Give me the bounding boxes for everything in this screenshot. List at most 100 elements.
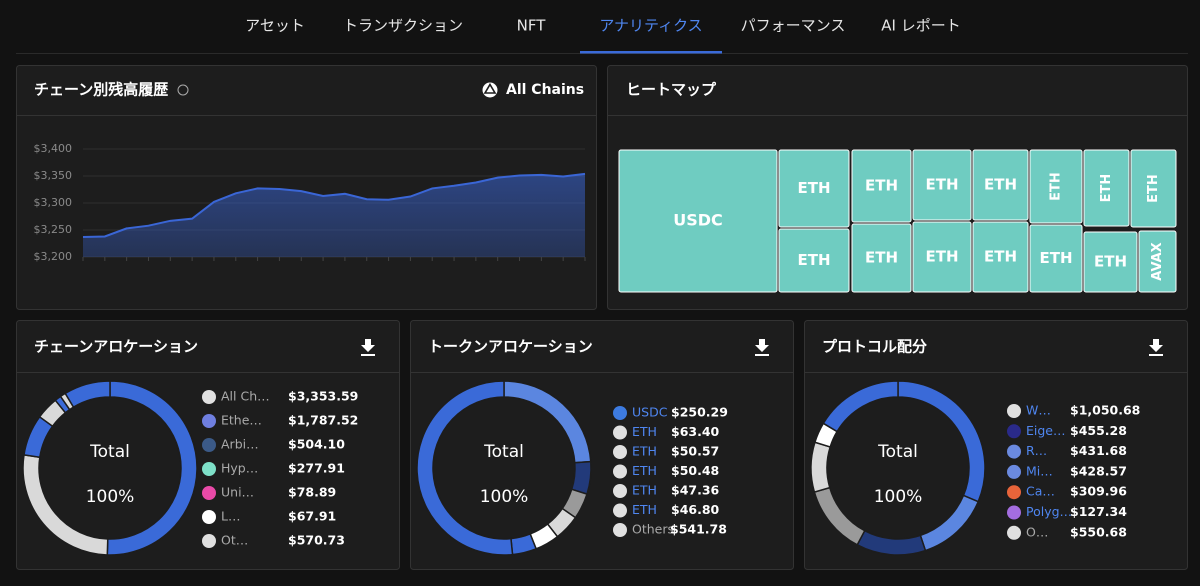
panel-title: チェーンアロケーション bbox=[34, 338, 198, 356]
panel-title: チェーン別残高履歴 bbox=[34, 81, 168, 99]
chain-icon-glyph bbox=[483, 82, 497, 94]
legend-value: $67.91 bbox=[288, 509, 336, 524]
heatmap-label: ETH bbox=[984, 248, 1017, 266]
y-tick-label: $3,400 bbox=[34, 142, 73, 155]
heatmap-cell[interactable] bbox=[912, 149, 972, 221]
legend-value: $63.40 bbox=[671, 424, 720, 439]
heatmap-cell[interactable] bbox=[1029, 224, 1083, 293]
legend-icon bbox=[202, 534, 216, 548]
legend-name[interactable]: ETH bbox=[632, 502, 657, 517]
legend-icon bbox=[202, 510, 216, 524]
heatmap-cell[interactable] bbox=[972, 149, 1029, 221]
tab[interactable]: パフォーマンス bbox=[741, 17, 846, 35]
heatmap-label: ETH bbox=[925, 176, 958, 194]
heatmap-cell[interactable] bbox=[1029, 149, 1083, 224]
heatmap-cell[interactable] bbox=[851, 223, 912, 293]
heatmap-label: ETH bbox=[1094, 253, 1127, 271]
legend-name[interactable]: Ca… bbox=[1026, 484, 1055, 499]
heatmap-cell[interactable] bbox=[1130, 149, 1177, 228]
donut-segment bbox=[570, 460, 592, 496]
download-icon[interactable] bbox=[1149, 339, 1163, 356]
legend-value: $277.91 bbox=[288, 461, 345, 476]
donut-label: Total bbox=[89, 442, 130, 462]
legend-icon bbox=[613, 425, 627, 440]
heatmap-cell[interactable] bbox=[1083, 231, 1138, 293]
tab[interactable]: NFT bbox=[517, 17, 547, 35]
legend-icon bbox=[1007, 485, 1021, 500]
legend-name[interactable]: ETH bbox=[632, 444, 657, 459]
legend-name[interactable]: USDC bbox=[632, 405, 668, 420]
heatmap-cell[interactable] bbox=[851, 149, 912, 223]
legend-name[interactable]: Ethe… bbox=[221, 413, 262, 428]
heatmap-cell[interactable] bbox=[972, 221, 1029, 293]
legend-value: $504.10 bbox=[288, 437, 345, 452]
heatmap-cell[interactable] bbox=[778, 149, 850, 228]
heatmap-cell[interactable] bbox=[778, 228, 850, 293]
legend-value: $550.68 bbox=[1070, 524, 1127, 539]
legend-icon bbox=[613, 406, 627, 420]
legend-value: $455.28 bbox=[1070, 423, 1127, 438]
donut-segment bbox=[416, 380, 514, 556]
legend-name[interactable]: Eige… bbox=[1026, 423, 1066, 438]
legend-icon bbox=[1007, 464, 1021, 479]
tab[interactable]: アセット bbox=[245, 17, 305, 35]
legend-name[interactable]: W… bbox=[1026, 403, 1051, 418]
donut-segment bbox=[64, 380, 111, 409]
y-tick-label: $3,350 bbox=[34, 169, 73, 182]
legend-value: $46.80 bbox=[671, 502, 720, 517]
heatmap-label: ETH bbox=[1039, 249, 1072, 267]
tab-underline bbox=[580, 51, 722, 54]
tab[interactable]: トランザクション bbox=[343, 17, 463, 35]
legend-icon bbox=[613, 523, 627, 537]
heatmap-cell[interactable] bbox=[1083, 149, 1130, 227]
donut-value: 100% bbox=[480, 487, 529, 507]
legend-value: $570.73 bbox=[288, 533, 345, 548]
legend-name[interactable]: ETH bbox=[632, 483, 657, 498]
heatmap-label: ETH bbox=[865, 177, 898, 195]
chain-selector[interactable]: All Chains bbox=[506, 82, 584, 98]
donut-label: Total bbox=[877, 442, 918, 462]
legend-icon bbox=[1007, 424, 1021, 439]
heatmap-cell[interactable] bbox=[1138, 230, 1177, 293]
legend-name[interactable]: O… bbox=[1026, 524, 1048, 539]
download-icon[interactable] bbox=[755, 339, 769, 356]
legend-name[interactable]: Polyg… bbox=[1026, 504, 1072, 519]
tab[interactable]: アナリティクス bbox=[599, 17, 702, 35]
download-icon[interactable] bbox=[361, 339, 375, 356]
legend-name[interactable]: Uni… bbox=[221, 485, 254, 500]
legend-name[interactable]: R… bbox=[1026, 443, 1047, 458]
legend-name[interactable]: ETH bbox=[632, 463, 657, 478]
legend-icon bbox=[613, 503, 627, 518]
heatmap-cell[interactable] bbox=[618, 149, 778, 293]
heatmap-cell[interactable] bbox=[912, 221, 972, 293]
info-icon[interactable] bbox=[177, 84, 189, 96]
legend-value: $78.89 bbox=[288, 485, 336, 500]
panel-title: プロトコル配分 bbox=[822, 338, 927, 356]
legend-name[interactable]: Others bbox=[632, 522, 674, 537]
donut-segment bbox=[810, 441, 832, 493]
legend-icon bbox=[613, 464, 627, 479]
legend-name[interactable]: Arbi… bbox=[221, 437, 259, 452]
legend-value: $250.29 bbox=[671, 405, 728, 420]
legend-value: $431.68 bbox=[1070, 443, 1127, 458]
legend-value: $541.78 bbox=[670, 522, 727, 537]
legend-name[interactable]: Hyp… bbox=[221, 461, 258, 476]
heatmap-label: ETH bbox=[797, 179, 830, 197]
legend-name[interactable]: ETH bbox=[632, 424, 657, 439]
heatmap-label: USDC bbox=[673, 211, 723, 230]
tab[interactable]: AI レポート bbox=[881, 17, 960, 35]
y-tick-label: $3,250 bbox=[34, 223, 73, 236]
legend-icon bbox=[202, 414, 216, 428]
legend-value: $309.96 bbox=[1070, 484, 1127, 499]
panel-title: ヒートマップ bbox=[626, 81, 717, 99]
panel-title: トークンアロケーション bbox=[428, 338, 593, 356]
legend-name[interactable]: L… bbox=[221, 509, 240, 524]
legend-icon bbox=[1007, 525, 1021, 540]
legend-name[interactable]: All Ch… bbox=[221, 389, 270, 404]
donut-segment bbox=[822, 380, 899, 433]
heatmap-label: ETH bbox=[925, 248, 958, 266]
legend-name[interactable]: Ot… bbox=[221, 533, 248, 548]
legend-name[interactable]: Mi… bbox=[1026, 463, 1053, 478]
